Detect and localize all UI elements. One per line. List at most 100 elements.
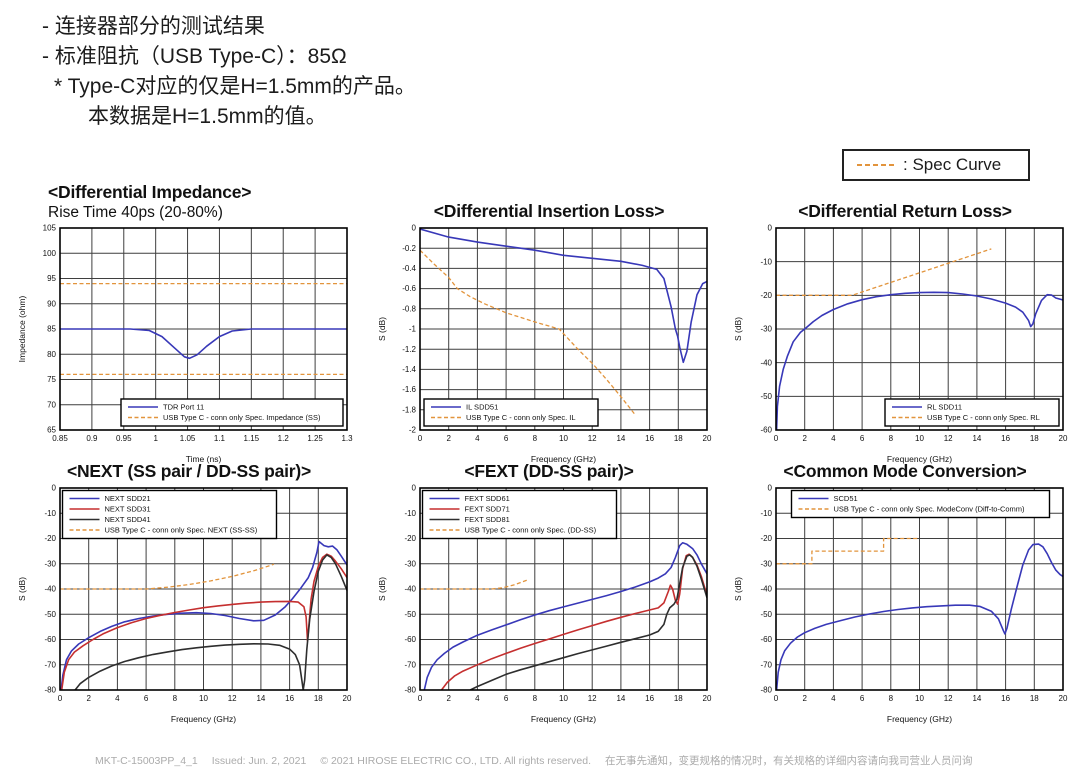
svg-text:90: 90 [47,299,56,308]
header-line-1: - 连接器部分的测试结果 [42,15,265,38]
svg-text:0: 0 [58,694,63,703]
svg-text:-80: -80 [760,686,772,695]
svg-text:FEXT SDD61: FEXT SDD61 [465,494,510,503]
header-notes: - 连接器部分的测试结果 - 标准阻抗（USB Type-C）：85Ω * Ty… [42,12,416,132]
svg-text:-60: -60 [44,635,56,644]
svg-text:6: 6 [860,434,865,443]
svg-text:1.15: 1.15 [244,434,260,443]
svg-text:14: 14 [972,434,981,443]
svg-text:S (dB): S (dB) [733,317,743,341]
plot-canvas: 0 2 4 6 8 10 12 14 16 18 20 -80 -70 -60 -50 -40 -30 -20 -1… [377,484,712,724]
svg-text:S (dB): S (dB) [377,577,387,601]
svg-text:6: 6 [504,694,509,703]
svg-text:10: 10 [915,694,924,703]
svg-text:-0.2: -0.2 [402,244,416,253]
svg-text:-30: -30 [44,559,56,568]
svg-text:-50: -50 [760,610,772,619]
spec-curve-label: : Spec Curve [903,155,1002,174]
svg-text:Time (ns): Time (ns) [186,454,222,464]
svg-text:S (dB): S (dB) [733,577,743,601]
svg-text:4: 4 [475,694,480,703]
svg-text:10: 10 [559,694,568,703]
svg-text:4: 4 [831,434,836,443]
svg-text:2: 2 [86,694,91,703]
svg-text:12: 12 [944,694,953,703]
svg-text:14: 14 [256,694,265,703]
svg-text:-30: -30 [404,559,416,568]
svg-text:14: 14 [972,694,981,703]
svg-text:-70: -70 [44,660,56,669]
series-lines [776,248,1063,430]
svg-text:-30: -30 [760,559,772,568]
svg-text:Frequency (GHz): Frequency (GHz) [887,714,952,724]
svg-text:-1.2: -1.2 [402,345,416,354]
svg-text:-2: -2 [409,426,417,435]
svg-text:8: 8 [533,694,538,703]
svg-text:S (dB): S (dB) [17,577,27,601]
footer-copyright: © 2021 HIROSE ELECTRIC CO., LTD. All rig… [320,755,592,767]
header-line-3: * Type-C对应的仅是H=1.5mm的产品。 [54,75,416,98]
svg-text:-10: -10 [404,509,416,518]
svg-text:2: 2 [802,694,807,703]
svg-text:20: 20 [703,434,712,443]
chart-title: <Common Mode Conversion> [783,461,1027,481]
chart-title: <Differential Return Loss> [798,201,1012,221]
svg-text:USB Type C - conn only Spec. I: USB Type C - conn only Spec. Impedance (… [163,413,321,422]
chart-common-mode-conversion: <Common Mode Conversion> 0 2 4 6 8 10 12 14 16 18… [730,452,1080,727]
svg-text:16: 16 [645,694,654,703]
svg-text:Impedance (ohm): Impedance (ohm) [17,296,27,363]
series-scd51 [776,543,1063,690]
axis-labels: 0 2 4 6 8 10 12 14 16 18 20 -80 -70 -60 -50 -40 -30 -20 -1… [377,484,712,724]
series-next-sdd41 [74,554,347,690]
svg-text:70: 70 [47,400,56,409]
svg-text:-40: -40 [760,585,772,594]
svg-text:4: 4 [831,694,836,703]
svg-text:-40: -40 [760,358,772,367]
svg-text:0: 0 [412,224,417,233]
svg-text:-10: -10 [44,509,56,518]
svg-text:1.25: 1.25 [307,434,323,443]
common-mode-plot: 0 2 4 6 8 10 12 14 16 18 20 -80 -70 -60 -50 -40 -30 -20 -1… [730,482,1075,727]
svg-text:0: 0 [768,484,773,493]
chart-differential-return-loss: <Differential Return Loss> 0 2 4 6 8 10 12 14 16… [730,178,1080,467]
svg-text:USB Type C - conn only Spec. (: USB Type C - conn only Spec. (DD-SS) [465,526,597,535]
svg-text:100: 100 [43,249,57,258]
svg-text:-20: -20 [760,291,772,300]
svg-text:12: 12 [588,694,597,703]
svg-text:18: 18 [674,434,683,443]
svg-text:8: 8 [889,694,894,703]
svg-text:USB Type C - conn only Spec. N: USB Type C - conn only Spec. NEXT (SS-SS… [105,526,258,535]
svg-text:-50: -50 [44,610,56,619]
svg-text:8: 8 [533,434,538,443]
svg-text:65: 65 [47,426,56,435]
svg-text:NEXT SDD41: NEXT SDD41 [105,515,151,524]
svg-text:8: 8 [889,434,894,443]
svg-text:0: 0 [418,434,423,443]
svg-text:18: 18 [674,694,683,703]
svg-text:-60: -60 [760,635,772,644]
series-next-sdd21 [60,540,347,690]
axis-labels: 0.85 0.9 0.95 1 1.05 1.1 1.15 1.2 1.25 1.3 65 70 75 8… [17,224,353,464]
svg-text:Frequency (GHz): Frequency (GHz) [531,714,596,724]
chart-title: <NEXT (SS pair / DD-SS pair)> [66,461,312,481]
svg-text:1.3: 1.3 [341,434,353,443]
svg-text:0: 0 [412,484,417,493]
plot-canvas: 0 2 4 6 8 10 12 14 16 18 20 -60 -50 -40 -30 -20 -10 0 Freq… [733,224,1068,464]
svg-text:-1.8: -1.8 [402,405,416,414]
svg-text:-10: -10 [760,257,772,266]
svg-text:16: 16 [1001,694,1010,703]
svg-text:0.95: 0.95 [116,434,132,443]
svg-text:NEXT SDD31: NEXT SDD31 [105,505,151,514]
svg-text:16: 16 [1001,434,1010,443]
series-next-sdd31 [60,553,347,690]
series-fext-sdd81 [469,554,707,690]
svg-text:4: 4 [475,434,480,443]
plot-canvas: 0 2 4 6 8 10 12 14 16 18 20 -80 -70 -60 -50 -40 -30 -20 -1… [17,484,352,724]
svg-text:12: 12 [588,434,597,443]
plot-canvas: 0 2 4 6 8 10 12 14 16 18 20 -2 -1.8 -1.6 -1.4 -1.2 -1 -0.… [377,224,712,464]
series-lines [420,228,707,416]
